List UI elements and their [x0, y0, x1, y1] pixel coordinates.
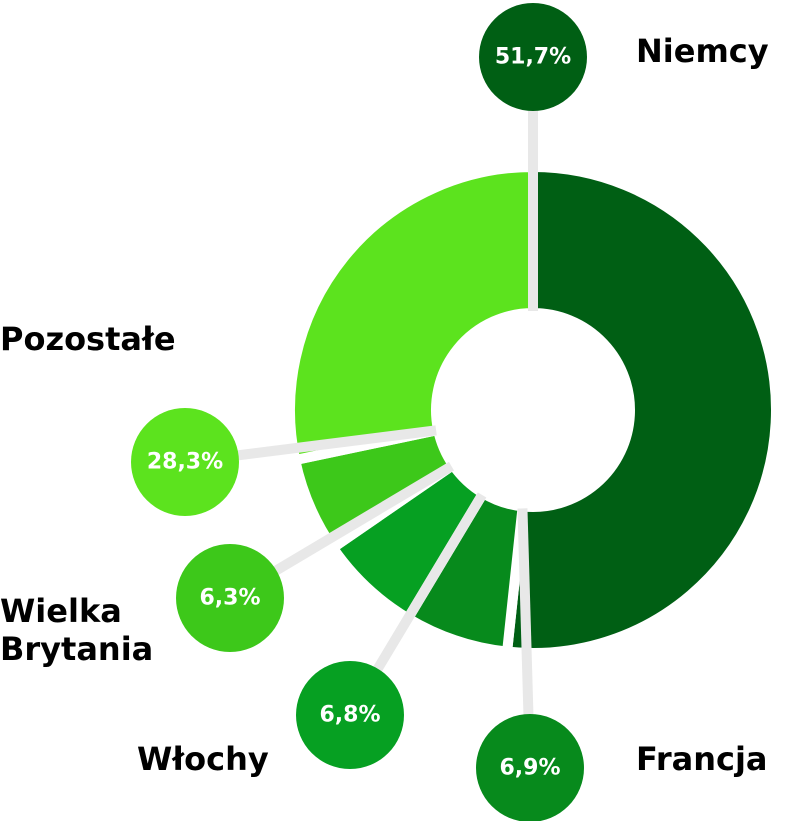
category-label: Wielka Brytania: [0, 592, 154, 668]
slice: [501, 161, 781, 658]
value-badge: [479, 3, 587, 111]
value-label: 28,3%: [147, 450, 223, 475]
donut-hole: [440, 317, 626, 503]
value-label: 6,3%: [199, 586, 260, 611]
value-badge: [176, 544, 284, 652]
value-label: 51,7%: [495, 45, 571, 70]
value-badge: [476, 714, 584, 821]
value-badges: 51,7% 6,9% 6,8% 6,3% 28,3%: [131, 3, 587, 821]
category-label: Pozostałe: [0, 320, 176, 358]
slice: [285, 161, 538, 466]
value-label: 6,9%: [499, 756, 560, 781]
slices: [285, 161, 781, 658]
category-label: Francja: [636, 740, 768, 778]
value-badge: [296, 661, 404, 769]
category-label: Włochy: [137, 740, 269, 778]
value-badge: [131, 408, 239, 516]
value-label: 6,8%: [319, 703, 380, 728]
category-label: Niemcy: [636, 32, 769, 70]
